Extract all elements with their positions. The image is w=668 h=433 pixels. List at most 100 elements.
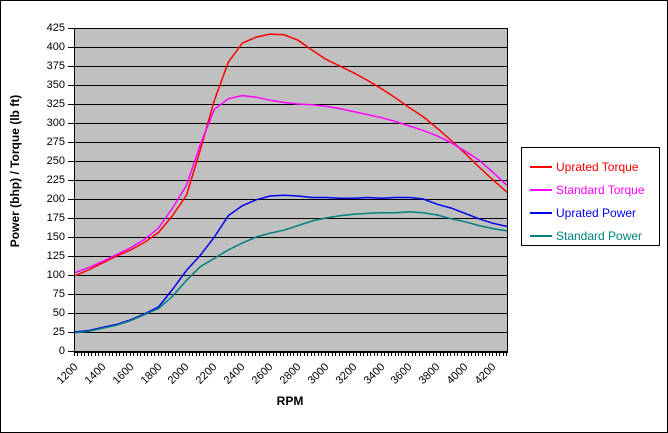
x-axis-minor-tick bbox=[238, 351, 239, 356]
x-axis-minor-tick bbox=[158, 351, 159, 356]
x-axis-minor-tick bbox=[88, 351, 89, 356]
gridline bbox=[75, 85, 507, 86]
x-axis-minor-tick bbox=[464, 351, 465, 356]
x-axis-minor-tick bbox=[287, 351, 288, 356]
x-axis-minor-tick bbox=[426, 351, 427, 356]
x-axis-minor-tick bbox=[489, 351, 490, 356]
gridline bbox=[75, 161, 507, 162]
x-axis-minor-tick bbox=[468, 351, 469, 356]
x-axis-minor-tick bbox=[147, 351, 148, 356]
x-axis-minor-tick bbox=[492, 351, 493, 356]
y-axis-tick bbox=[68, 275, 74, 276]
x-axis-minor-tick bbox=[443, 351, 444, 356]
x-axis-minor-tick bbox=[335, 351, 336, 356]
x-axis-minor-tick bbox=[252, 351, 253, 356]
gridline bbox=[75, 256, 507, 257]
x-axis-minor-tick bbox=[161, 351, 162, 356]
x-axis-minor-tick bbox=[227, 351, 228, 356]
x-axis-minor-tick bbox=[419, 351, 420, 356]
plot-area bbox=[74, 28, 508, 353]
x-axis-minor-tick bbox=[321, 351, 322, 356]
y-axis-tick bbox=[68, 313, 74, 314]
y-axis-tick-label: 100 bbox=[46, 269, 65, 281]
x-axis-minor-tick bbox=[165, 351, 166, 356]
y-axis-tick-label: 0 bbox=[58, 345, 65, 357]
legend-item: Uprated Torque bbox=[522, 155, 659, 178]
x-axis-minor-tick bbox=[269, 351, 270, 356]
x-axis-minor-tick bbox=[123, 351, 124, 356]
gridline bbox=[75, 47, 507, 48]
y-axis-tick-label: 225 bbox=[46, 174, 65, 186]
x-axis-minor-tick bbox=[388, 351, 389, 356]
y-axis-title: Power (bhp) / Torque (lb ft) bbox=[8, 94, 22, 248]
series-line-standard-torque bbox=[75, 94, 507, 274]
y-axis-tick bbox=[68, 104, 74, 105]
x-axis-minor-tick bbox=[450, 351, 451, 356]
x-axis-minor-tick bbox=[196, 351, 197, 356]
y-axis-tick-label: 400 bbox=[46, 41, 65, 53]
x-axis-minor-tick bbox=[293, 351, 294, 356]
y-axis-tick-label: 425 bbox=[46, 22, 65, 34]
x-axis-minor-tick bbox=[126, 351, 127, 356]
gridline bbox=[75, 180, 507, 181]
y-axis-tick bbox=[68, 351, 74, 352]
x-axis-minor-tick bbox=[220, 351, 221, 356]
x-axis-minor-tick bbox=[398, 351, 399, 356]
x-axis-minor-tick bbox=[199, 351, 200, 356]
gridline bbox=[75, 218, 507, 219]
x-axis-minor-tick bbox=[314, 351, 315, 356]
x-axis-minor-tick bbox=[192, 351, 193, 356]
gridline bbox=[75, 66, 507, 67]
x-axis-minor-tick bbox=[116, 351, 117, 356]
y-axis-tick-label: 150 bbox=[46, 231, 65, 243]
series-line-standard-power bbox=[75, 211, 507, 334]
x-axis-minor-tick bbox=[429, 351, 430, 356]
y-axis-tick-label: 125 bbox=[46, 250, 65, 262]
legend: Uprated Torque Standard Torque Uprated Pow… bbox=[521, 147, 660, 246]
x-axis-minor-tick bbox=[332, 351, 333, 356]
x-axis-minor-tick bbox=[342, 351, 343, 356]
x-axis-minor-tick bbox=[499, 351, 500, 356]
x-axis-minor-tick bbox=[266, 351, 267, 356]
x-axis-minor-tick bbox=[367, 351, 368, 356]
x-axis-minor-tick bbox=[168, 351, 169, 356]
x-axis-minor-tick bbox=[248, 351, 249, 356]
x-axis-minor-tick bbox=[74, 351, 75, 356]
legend-line-sample bbox=[530, 212, 552, 214]
x-axis-minor-tick bbox=[391, 351, 392, 356]
x-axis-minor-tick bbox=[475, 351, 476, 356]
x-axis-minor-tick bbox=[185, 351, 186, 356]
y-axis-tick bbox=[68, 237, 74, 238]
gridline bbox=[75, 332, 507, 333]
x-axis-minor-tick bbox=[112, 351, 113, 356]
x-axis-minor-tick bbox=[422, 351, 423, 356]
x-axis-minor-tick bbox=[77, 351, 78, 356]
y-axis-tick-label: 75 bbox=[52, 288, 65, 300]
x-axis-minor-tick bbox=[262, 351, 263, 356]
x-axis-minor-tick bbox=[98, 351, 99, 356]
y-axis-tick-label: 275 bbox=[46, 136, 65, 148]
x-axis-minor-tick bbox=[346, 351, 347, 356]
x-axis-minor-tick bbox=[119, 351, 120, 356]
y-axis-tick-label: 50 bbox=[52, 307, 65, 319]
x-axis-minor-tick bbox=[273, 351, 274, 356]
legend-item: Standard Torque bbox=[522, 178, 659, 201]
x-axis-minor-tick bbox=[471, 351, 472, 356]
x-axis-minor-tick bbox=[349, 351, 350, 356]
x-axis-minor-tick bbox=[412, 351, 413, 356]
x-axis-minor-tick bbox=[325, 351, 326, 356]
x-axis-minor-tick bbox=[140, 351, 141, 356]
x-axis-minor-tick bbox=[339, 351, 340, 356]
x-axis-minor-tick bbox=[283, 351, 284, 356]
x-axis-minor-tick bbox=[478, 351, 479, 356]
y-axis-tick bbox=[68, 28, 74, 29]
gridline bbox=[75, 123, 507, 124]
x-axis-minor-tick bbox=[206, 351, 207, 356]
y-axis-tick bbox=[68, 294, 74, 295]
x-axis-minor-tick bbox=[276, 351, 277, 356]
x-axis-minor-tick bbox=[311, 351, 312, 356]
gridline bbox=[75, 199, 507, 200]
y-axis-tick bbox=[68, 256, 74, 257]
x-axis-minor-tick bbox=[280, 351, 281, 356]
x-axis-minor-tick bbox=[415, 351, 416, 356]
